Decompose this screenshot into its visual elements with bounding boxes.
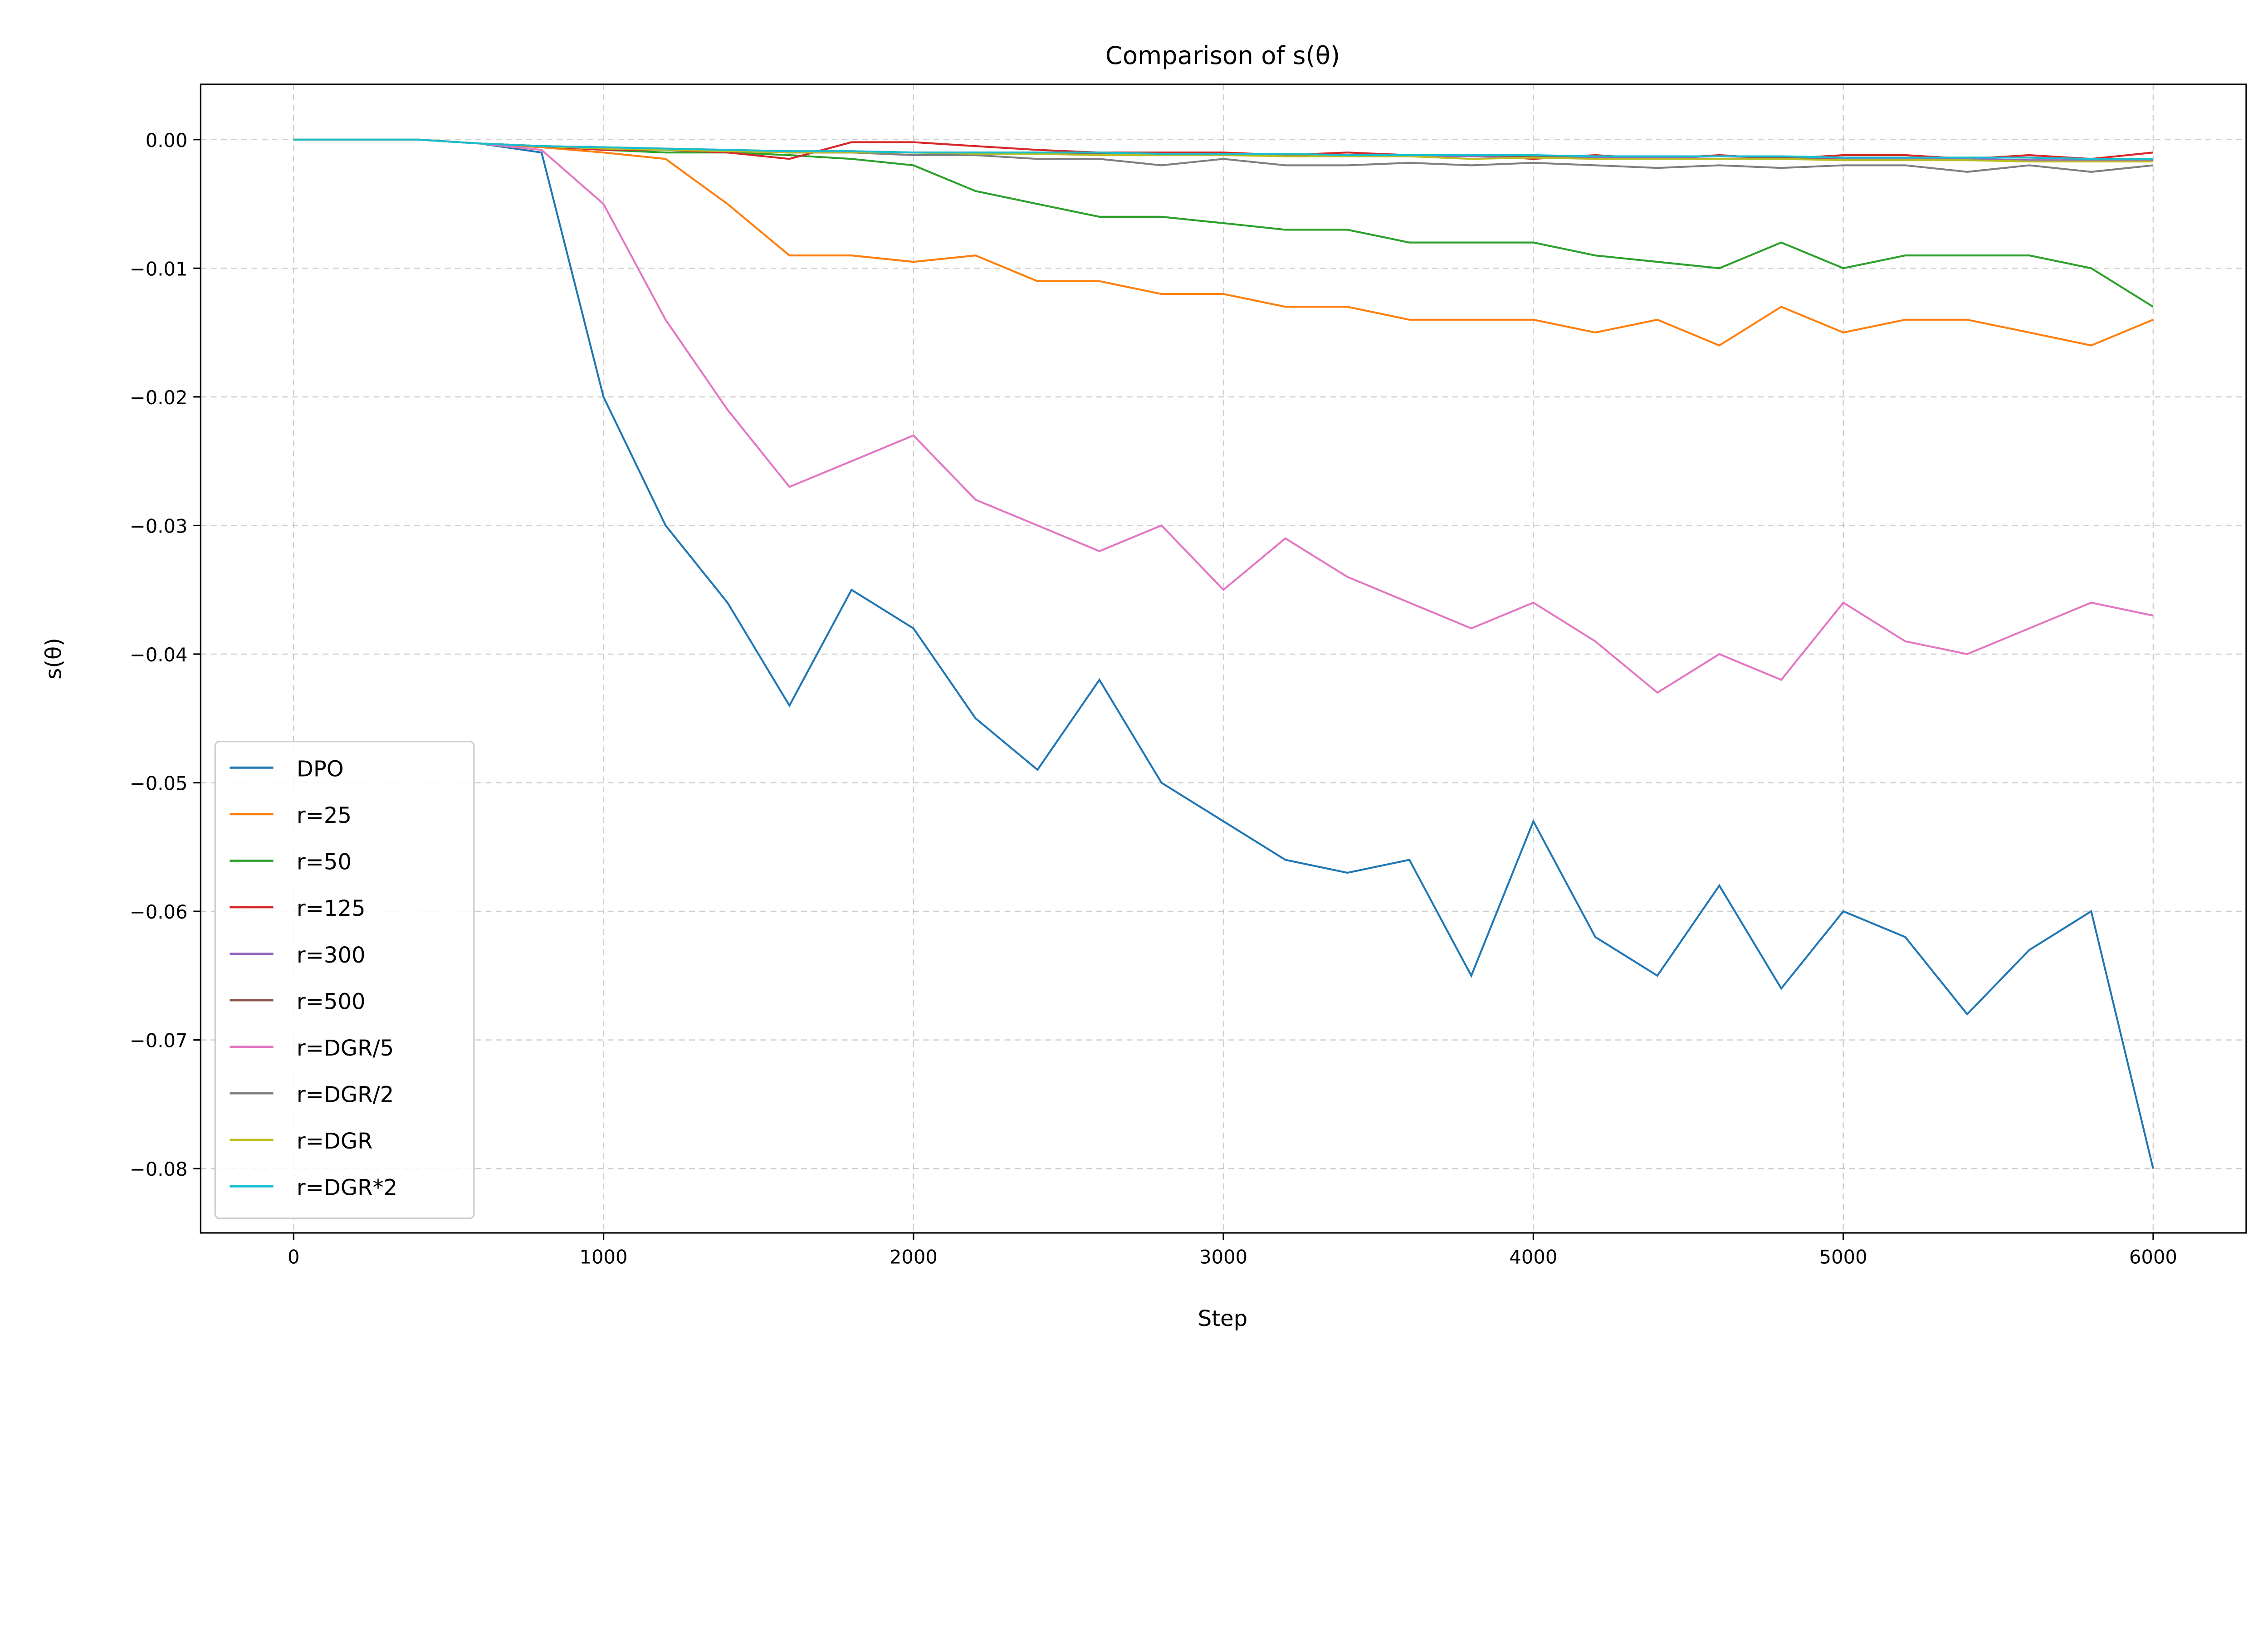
x-tick-label: 2000 <box>890 1246 938 1268</box>
legend-item: r=DGR/5 <box>230 1036 394 1061</box>
x-tick-label: 0 <box>288 1246 300 1268</box>
series-line-r-125 <box>293 138 2154 160</box>
legend-label: r=DGR/5 <box>297 1036 394 1061</box>
grid <box>200 84 2246 1233</box>
y-tick-label: −0.08 <box>130 1158 188 1180</box>
y-tick-label: −0.05 <box>130 772 188 795</box>
y-tick-label: −0.01 <box>130 258 188 280</box>
legend-item: r=DGR/2 <box>230 1082 394 1107</box>
x-tick-label: 6000 <box>2129 1246 2177 1268</box>
y-tick-label: −0.07 <box>130 1030 188 1052</box>
legend: DPO r=25 r=50 r=125 r=300 r=500 r=DGR/5 r=DGR/2… <box>214 741 475 1219</box>
y-axis-label: s(θ) <box>41 638 67 680</box>
y-axis: 0.00 −0.01 −0.02 −0.03 −0.04 −0.05 −0.06 −0.07 −… <box>130 129 201 1180</box>
legend-label: r=DGR/2 <box>297 1082 394 1107</box>
x-axis-label: Step <box>1198 1306 1247 1331</box>
legend-label: r=DGR*2 <box>297 1175 397 1201</box>
series-line-dpo <box>293 138 2154 1169</box>
legend-label: r=500 <box>297 989 366 1014</box>
legend-label: r=DGR <box>297 1129 373 1154</box>
y-tick-label: −0.06 <box>130 901 188 923</box>
legend-item: r=DGR*2 <box>230 1175 397 1201</box>
legend-item: r=25 <box>230 803 352 828</box>
legend-label: r=125 <box>297 896 366 921</box>
legend-box <box>214 741 475 1219</box>
legend-label: r=50 <box>297 850 352 875</box>
legend-item: r=125 <box>230 896 366 921</box>
series-line-r-dgr-2 <box>293 138 2153 160</box>
x-tick-label: 1000 <box>580 1246 628 1268</box>
x-tick-label: 3000 <box>1199 1246 1247 1268</box>
y-tick-label: −0.04 <box>130 644 188 666</box>
series-lines <box>293 138 2154 1169</box>
line-chart: 0 1000 2000 3000 4000 5000 6000 0.00 −0.01 −0.02… <box>41 41 2247 1332</box>
y-tick-label: −0.03 <box>130 515 188 537</box>
y-tick-label: −0.02 <box>130 386 188 409</box>
legend-label: r=300 <box>297 943 366 968</box>
x-axis: 0 1000 2000 3000 4000 5000 6000 <box>288 1232 2177 1268</box>
series-line-r-dgr <box>293 138 2153 163</box>
legend-item: r=300 <box>230 943 366 968</box>
x-tick-label: 4000 <box>1509 1246 1557 1268</box>
y-tick-label: 0.00 <box>146 129 188 152</box>
legend-item: r=DGR <box>230 1129 373 1154</box>
legend-label: DPO <box>297 757 344 782</box>
x-tick-label: 5000 <box>1819 1246 1867 1268</box>
legend-label: r=25 <box>297 803 352 828</box>
series-line-r-dgr-5 <box>293 138 2154 694</box>
legend-item: r=50 <box>230 850 352 875</box>
chart-title: Comparison of s(θ) <box>1105 41 1340 70</box>
legend-item: DPO <box>230 757 344 782</box>
legend-item: r=500 <box>230 989 366 1014</box>
series-line-r-25 <box>293 138 2154 347</box>
